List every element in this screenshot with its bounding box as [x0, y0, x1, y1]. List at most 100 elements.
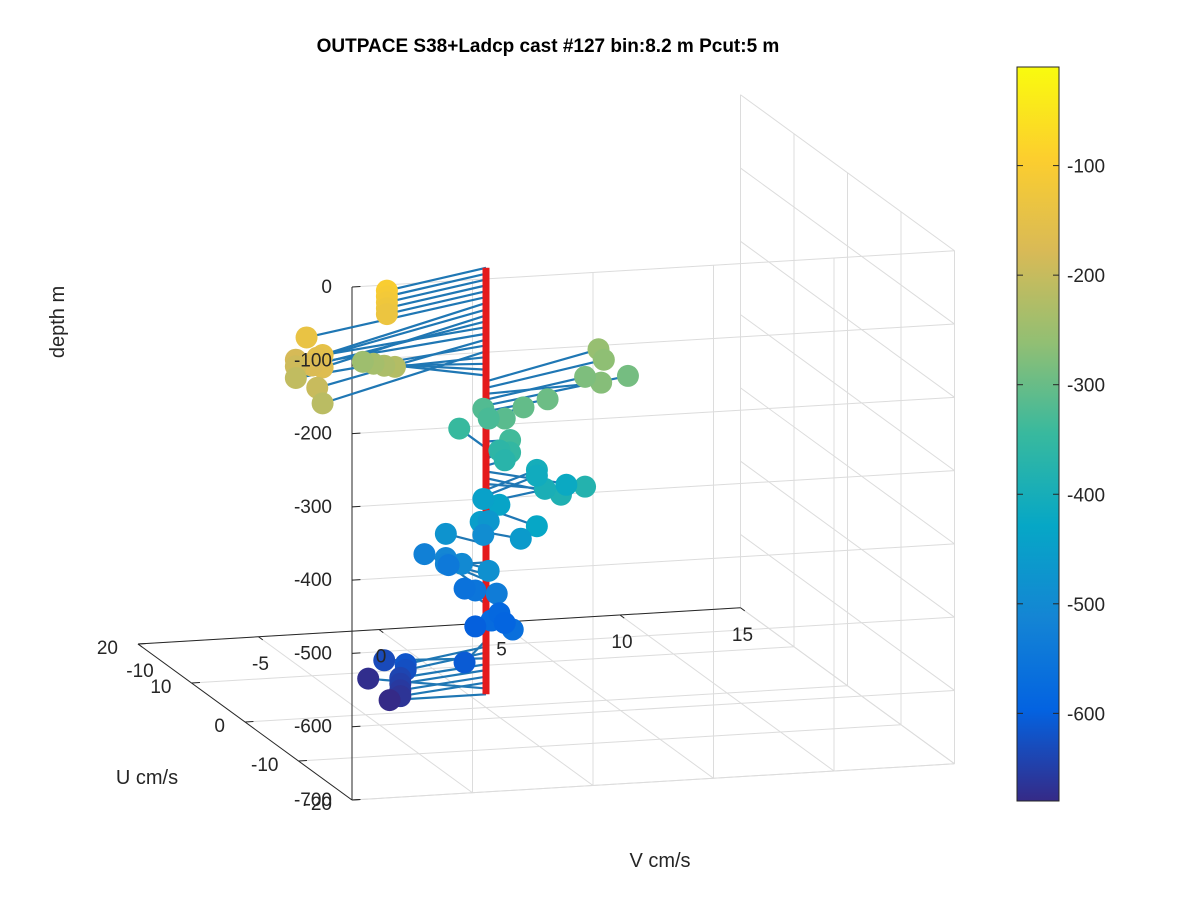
x-tick-mark: [244, 720, 254, 723]
z-axis-label: depth m: [47, 286, 69, 358]
velocity-point: [357, 667, 380, 690]
velocity-point: [413, 543, 436, 566]
z-tick-mark: [351, 285, 361, 288]
grid-line: [351, 689, 955, 728]
velocity-point: [472, 523, 495, 546]
y-tick-mark: [137, 643, 143, 648]
colorbar-tick-label: -500: [1067, 595, 1105, 616]
velocity-point: [616, 364, 639, 387]
velocity-stick: [316, 308, 487, 359]
velocity-point: [453, 651, 476, 674]
colorbar-tick-label: -100: [1067, 157, 1105, 178]
grid-line: [351, 396, 955, 435]
grid-line: [740, 607, 955, 765]
velocity-stick: [400, 681, 487, 698]
velocity-point: [555, 473, 578, 496]
grid-line: [244, 685, 848, 723]
x-tick-mark: [137, 642, 147, 645]
z-tick-mark: [351, 432, 361, 435]
x-tick-label: -20: [305, 794, 332, 815]
y-tick-label: 10: [611, 632, 632, 653]
grid-line: [298, 724, 902, 762]
grid-line: [740, 314, 955, 472]
y-tick-label: -5: [252, 654, 269, 675]
velocity-point: [493, 407, 516, 430]
x-tick-label: 0: [214, 716, 225, 737]
colorbar-tick-label: -600: [1067, 704, 1105, 725]
z-tick-mark: [351, 505, 361, 508]
velocity-point: [437, 554, 460, 577]
grid-line: [351, 323, 955, 361]
grid-line: [740, 94, 955, 252]
z-tick-mark: [351, 579, 361, 581]
tick-labels: 0-100-200-300-400-500-600-700-20-1001020…: [97, 277, 753, 815]
colorbar-gradient: [1016, 66, 1060, 802]
x-tick-mark: [298, 759, 307, 762]
z-tick-label: -100: [294, 350, 332, 371]
y-tick-mark: [258, 636, 264, 641]
velocity-stick: [386, 272, 487, 298]
colorbar-tick-label: -400: [1067, 485, 1105, 506]
grid-line: [740, 167, 955, 325]
grid-line: [351, 616, 955, 654]
velocity-stick: [405, 645, 487, 666]
colorbar-tick-label: -300: [1067, 376, 1105, 397]
grid-line: [351, 250, 955, 288]
y-tick-label: -10: [126, 661, 153, 682]
grid-line: [351, 470, 955, 508]
grid-line: [499, 621, 714, 779]
y-axis-label: V cm/s: [629, 850, 690, 872]
grid-line: [351, 763, 955, 801]
velocity-point: [592, 348, 615, 371]
velocity-point: [448, 417, 471, 440]
velocity-point: [512, 396, 535, 419]
y-axis-line: [137, 607, 741, 645]
velocity-point: [434, 522, 457, 545]
velocity-point: [477, 407, 500, 430]
axes: [137, 285, 746, 801]
y-tick-mark: [378, 629, 384, 634]
z-tick-label: -600: [294, 717, 332, 738]
z-tick-mark: [351, 725, 361, 728]
velocity-point: [284, 367, 307, 390]
z-tick-mark: [351, 652, 361, 654]
z-tick-label: -200: [294, 424, 332, 445]
colorbar: -100 -200 -300 -400 -500 -600: [1016, 66, 1105, 802]
x-tick-label: 20: [97, 638, 118, 659]
grid-line: [740, 240, 955, 398]
grid-line: [378, 629, 594, 786]
colorbar-tick-label: -200: [1067, 266, 1105, 287]
y-tick-label: 0: [376, 647, 387, 668]
velocity-stick: [386, 290, 487, 316]
velocity-point: [351, 350, 374, 373]
velocity-point: [375, 303, 398, 326]
velocity-point: [525, 464, 548, 487]
velocity-stick: [368, 677, 487, 690]
velocity-point: [485, 582, 508, 605]
velocity-points: [284, 279, 639, 712]
z-tick-label: 0: [321, 277, 332, 298]
velocity-stick: [386, 266, 487, 292]
velocity-point: [472, 487, 495, 510]
chart-title: OUTPACE S38+Ladcp cast #127 bin:8.2 m Pc…: [317, 36, 780, 57]
y-tick-mark: [619, 614, 625, 619]
x-tick-label: -10: [251, 755, 278, 776]
grid-line: [258, 636, 473, 794]
velocity-point: [453, 577, 476, 600]
grid-line: [619, 614, 835, 772]
grid-line: [740, 387, 955, 545]
y-tick-label: 5: [496, 639, 507, 660]
y-tick-mark: [740, 607, 746, 612]
velocity-point: [311, 392, 334, 415]
velocity-stick: [485, 358, 605, 390]
grid: [137, 94, 955, 801]
velocity-stick: [386, 278, 487, 304]
grid-line: [740, 534, 955, 691]
x-tick-label: 10: [150, 677, 171, 698]
velocity-stick: [400, 675, 487, 692]
z-tick-label: -300: [294, 497, 332, 518]
velocity-stick: [485, 375, 586, 401]
velocity-point: [464, 615, 487, 638]
x-axis-label: U cm/s: [116, 767, 178, 789]
